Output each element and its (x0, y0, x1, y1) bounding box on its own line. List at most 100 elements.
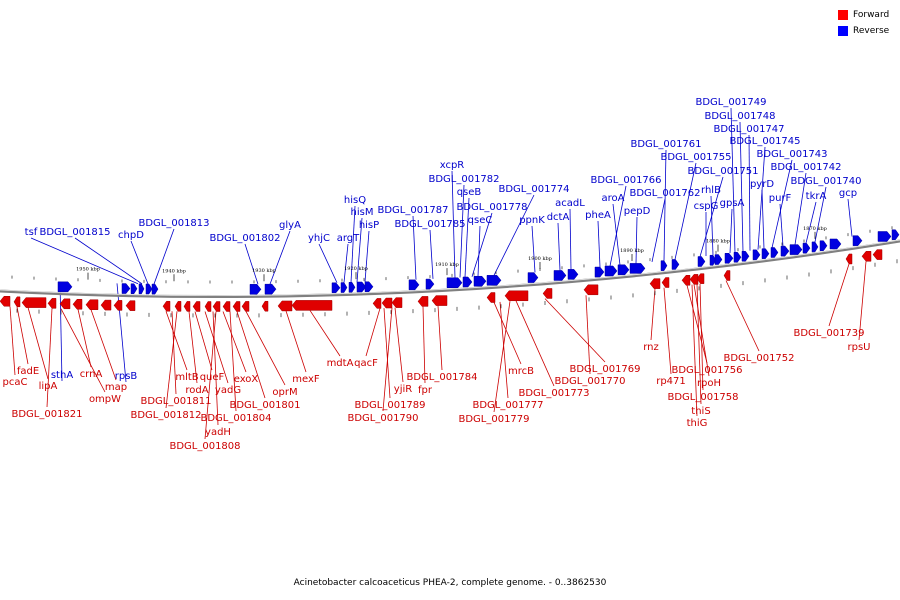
gene-label-bdgl-001756[interactable]: BDGL_001756 (671, 365, 742, 376)
leader-line-ppnk (531, 225, 536, 273)
gene-label-chpd[interactable]: chpD (118, 230, 144, 241)
gene-label-bdgl-001779[interactable]: BDGL_001779 (458, 414, 529, 425)
gene-label-bdgl-001743[interactable]: BDGL_001743 (756, 149, 827, 160)
gene-label-bdgl-001808[interactable]: BDGL_001808 (169, 441, 240, 452)
gene-label-rnz[interactable]: rnz (643, 342, 659, 353)
gene-label-bdgl-001777[interactable]: BDGL_001777 (472, 400, 543, 411)
gene-label-cspg[interactable]: cspG (694, 201, 719, 212)
gene-label-bdgl-001802[interactable]: BDGL_001802 (209, 233, 280, 244)
forward-gene-8 (113, 300, 123, 311)
gene-label-hism[interactable]: hisM (351, 207, 374, 218)
gene-label-fpr[interactable]: fpr (418, 385, 433, 396)
leader-line-bdgl-001801 (236, 311, 266, 399)
gene-label-bdgl-001821[interactable]: BDGL_001821 (11, 409, 82, 420)
gene-label-hisp[interactable]: hisP (359, 220, 379, 231)
gene-label-ompw[interactable]: ompW (89, 394, 121, 405)
reverse-gene-8 (331, 282, 341, 294)
gene-label-gpsa[interactable]: gpsA (720, 198, 745, 209)
gene-label-argt[interactable]: argT (337, 233, 360, 244)
gene-label-yhjc[interactable]: yhjC (308, 233, 330, 244)
gene-label-aroa[interactable]: aroA (602, 193, 625, 204)
gene-label-bdgl-001761[interactable]: BDGL_001761 (630, 139, 701, 150)
gene-label-pepd[interactable]: pepD (624, 206, 651, 217)
gene-label-bdgl-001762[interactable]: BDGL_001762 (629, 188, 700, 199)
gene-label-bdgl-001751[interactable]: BDGL_001751 (687, 166, 758, 177)
gene-label-bdgl-001742[interactable]: BDGL_001742 (770, 162, 841, 173)
gene-label-xcpr[interactable]: xcpR (440, 160, 465, 171)
leader-line-pepd (635, 216, 638, 264)
gene-label-gcp[interactable]: gcp (839, 188, 857, 199)
gene-label-qseb[interactable]: qseB (457, 187, 482, 198)
gene-label-bdgl-001815[interactable]: BDGL_001815 (39, 227, 110, 238)
gene-label-bdgl-001739[interactable]: BDGL_001739 (793, 328, 864, 339)
gene-label-dcta[interactable]: dctA (547, 212, 570, 223)
gene-label-bdgl-001752[interactable]: BDGL_001752 (723, 353, 794, 364)
gene-label-bdgl-001770[interactable]: BDGL_001770 (554, 376, 625, 387)
gene-label-bdgl-001804[interactable]: BDGL_001804 (200, 413, 271, 424)
gene-label-tkra[interactable]: tkrA (806, 191, 827, 202)
gene-label-bdgl-001787[interactable]: BDGL_001787 (377, 205, 448, 216)
gene-label-exox[interactable]: exoX (234, 374, 259, 385)
gene-label-bdgl-001812[interactable]: BDGL_001812 (130, 410, 201, 421)
gene-label-stha[interactable]: sthA (51, 370, 73, 381)
gene-label-bdgl-001774[interactable]: BDGL_001774 (498, 184, 569, 195)
gene-label-ppnk[interactable]: ppnK (519, 215, 545, 226)
gene-label-bdgl-001749[interactable]: BDGL_001749 (695, 97, 766, 108)
gene-label-bdgl-001782[interactable]: BDGL_001782 (428, 174, 499, 185)
gene-label-fade[interactable]: fadE (17, 366, 39, 377)
gene-label-tsf[interactable]: tsf (25, 227, 38, 238)
gene-label-mdta[interactable]: mdtA (327, 358, 354, 369)
gene-label-thig[interactable]: thiG (687, 418, 708, 429)
gene-label-hisq[interactable]: hisQ (344, 195, 366, 206)
gene-label-bdgl-001801[interactable]: BDGL_001801 (229, 400, 300, 411)
leader-line-bdgl-001770 (585, 295, 591, 375)
leader-line-bdgl-001769 (544, 298, 606, 363)
gene-label-rpsu[interactable]: rpsU (848, 342, 871, 353)
gene-label-mexf[interactable]: mexF (292, 374, 320, 385)
gene-label-yjir[interactable]: yjiR (394, 384, 412, 395)
gene-label-bdgl-001789[interactable]: BDGL_001789 (354, 400, 425, 411)
gene-label-rpoh[interactable]: rpoH (697, 378, 721, 389)
gene-label-crna[interactable]: crnA (80, 369, 103, 380)
gene-label-pcac[interactable]: pcaC (3, 377, 28, 388)
gene-label-yadg[interactable]: yadG (215, 385, 241, 396)
gene-label-roda[interactable]: rodA (185, 385, 208, 396)
gene-label-bdgl-001813[interactable]: BDGL_001813 (138, 218, 209, 229)
gene-label-bdgl-001747[interactable]: BDGL_001747 (713, 124, 784, 135)
gene-label-qacf[interactable]: qacF (354, 358, 378, 369)
leader-line-fpr (422, 306, 426, 384)
gene-label-phea[interactable]: pheA (585, 210, 611, 221)
gene-label-bdgl-001790[interactable]: BDGL_001790 (347, 413, 418, 424)
tick-label-5: 1900 kbp (528, 256, 552, 262)
gene-label-mltb[interactable]: mltB (175, 372, 198, 383)
gene-label-bdgl-001745[interactable]: BDGL_001745 (729, 136, 800, 147)
gene-label-purf[interactable]: purF (769, 193, 792, 204)
gene-label-bdgl-001811[interactable]: BDGL_001811 (140, 396, 211, 407)
gene-label-oprm[interactable]: oprM (272, 387, 297, 398)
gene-label-quef[interactable]: queF (200, 372, 225, 383)
gene-label-rpsb[interactable]: rpsB (115, 371, 138, 382)
gene-label-bdgl-001748[interactable]: BDGL_001748 (704, 111, 775, 122)
gene-label-bdgl-001769[interactable]: BDGL_001769 (569, 364, 640, 375)
gene-label-this[interactable]: thiS (691, 406, 710, 417)
gene-label-bdgl-001758[interactable]: BDGL_001758 (667, 392, 738, 403)
gene-label-bdgl-001755[interactable]: BDGL_001755 (660, 152, 731, 163)
gene-label-bdgl-001773[interactable]: BDGL_001773 (518, 388, 589, 399)
gene-label-bdgl-001785[interactable]: BDGL_001785 (394, 219, 465, 230)
gene-label-rhlb[interactable]: rhlB (701, 185, 721, 196)
gene-label-bdgl-001740[interactable]: BDGL_001740 (790, 176, 861, 187)
gene-label-bdgl-001778[interactable]: BDGL_001778 (456, 202, 527, 213)
gene-label-yadh[interactable]: yadH (205, 427, 231, 438)
gene-label-acadl[interactable]: acadL (555, 198, 585, 209)
gene-label-glya[interactable]: glyA (279, 220, 301, 231)
gene-label-rp471[interactable]: rp471 (656, 376, 686, 387)
gene-label-pyrd[interactable]: pyrD (750, 179, 774, 190)
gene-label-mrcb[interactable]: mrcB (508, 366, 534, 377)
leader-line-acadl (569, 208, 572, 270)
gene-label-map[interactable]: map (105, 382, 127, 393)
gene-label-bdgl-001766[interactable]: BDGL_001766 (590, 175, 661, 186)
leader-line-bdgl-001811 (171, 311, 177, 395)
gene-label-bdgl-001784[interactable]: BDGL_001784 (406, 372, 477, 383)
gene-label-lipa[interactable]: lipA (39, 381, 58, 392)
gene-label-qsec[interactable]: qseC (468, 215, 493, 226)
